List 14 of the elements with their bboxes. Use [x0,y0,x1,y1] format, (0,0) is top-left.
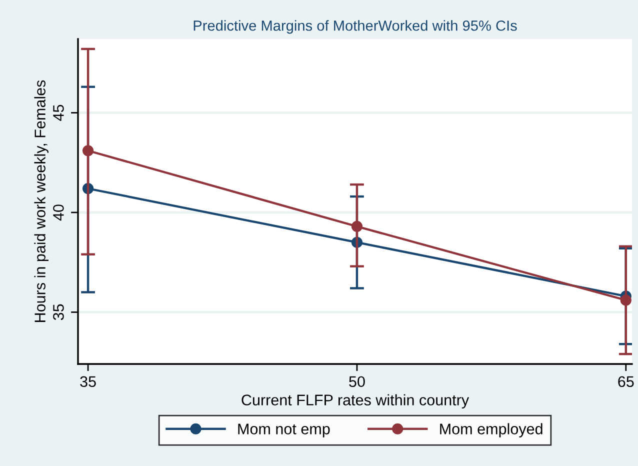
y-tick-label: 35 [53,304,64,320]
point [82,145,94,156]
legend-label: Mom not emp [238,424,330,438]
legend-label: Mom employed [440,423,542,438]
x-tick-label: 35 [80,376,96,388]
x-tick-label: 50 [349,376,365,388]
y-tick-label: 40 [53,204,64,221]
y-axis-title: Hours in paid work weekly, Females [34,80,48,322]
point [620,294,632,306]
x-axis-title: Current FLFP rates within country [242,394,470,408]
point [351,220,363,232]
x-tick-label: 65 [618,376,634,388]
chart-title: Predictive Margins of MotherWorked with 95% CIs [194,20,517,34]
y-tick-label: 45 [53,104,64,121]
